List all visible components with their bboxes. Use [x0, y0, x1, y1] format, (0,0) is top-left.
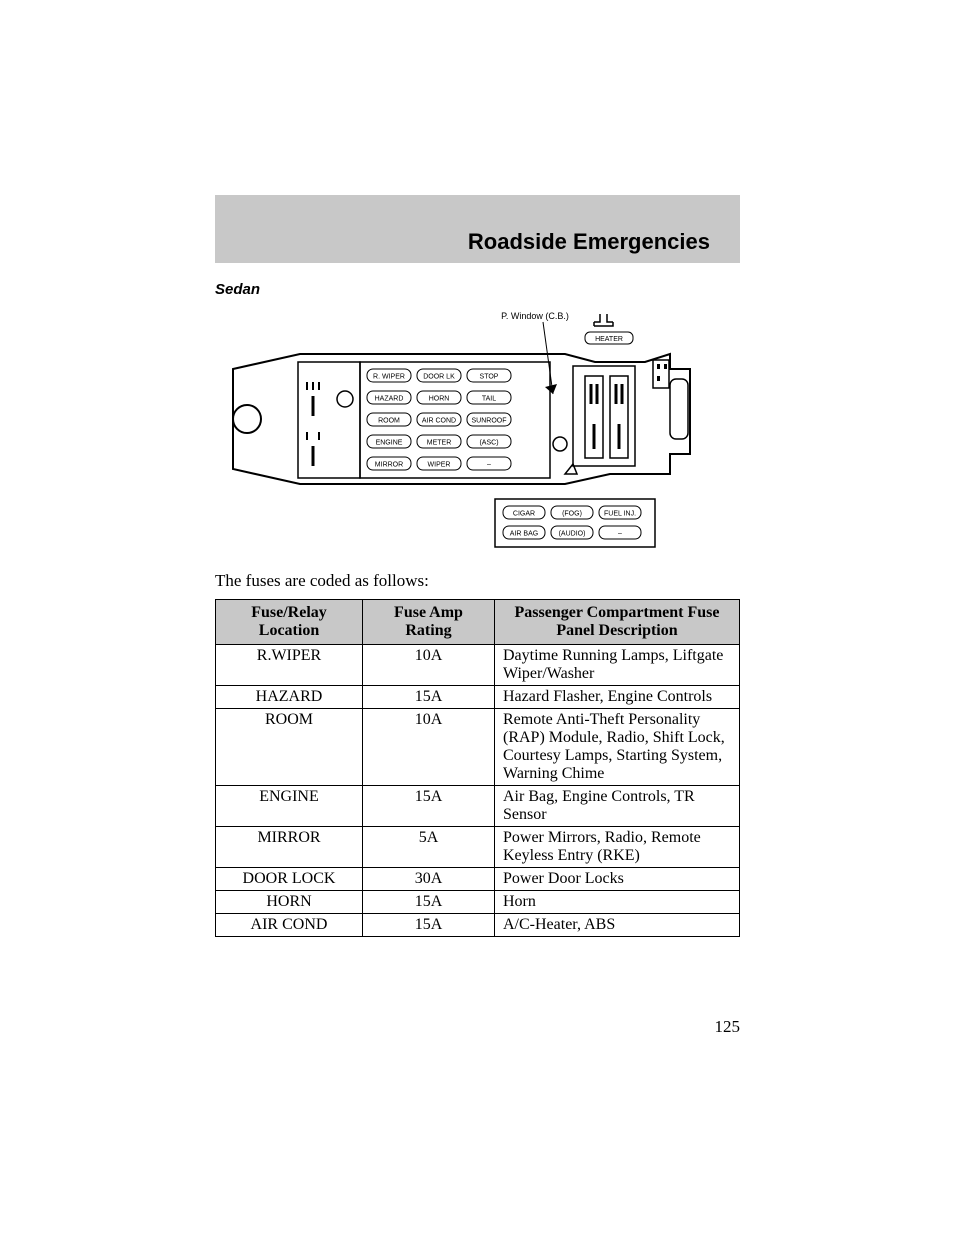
cell-rating: 10A: [363, 709, 495, 786]
col-header-text: Rating: [405, 622, 451, 639]
fuse-pill-label: FUEL INJ.: [604, 510, 636, 517]
table-row: DOOR LOCK30APower Door Locks: [216, 868, 740, 891]
model-subtitle: Sedan: [215, 281, 954, 298]
fuse-grid: R. WIPER DOOR LK STOP HAZARD HORN TAIL ROOM AIR…: [367, 369, 511, 470]
fuse-pill-label: ENGINE: [376, 439, 403, 446]
cell-description: Horn: [495, 891, 740, 914]
fuse-pill-label: –: [618, 530, 622, 537]
far-right-block: [653, 360, 669, 388]
col-header-text: Passenger Compartment Fuse: [514, 604, 719, 621]
right-connector-icon: [565, 366, 635, 474]
fuse-table: Fuse/Relay Location Fuse Amp Rating Pass…: [215, 599, 740, 937]
cell-description: Daytime Running Lamps, Liftgate Wiper/Wa…: [495, 645, 740, 686]
col-header-text: Fuse Amp: [394, 604, 463, 621]
col-header-description: Passenger Compartment Fuse Panel Descrip…: [495, 600, 740, 645]
cell-location: HORN: [216, 891, 363, 914]
col-header-rating: Fuse Amp Rating: [363, 600, 495, 645]
table-row: HORN15AHorn: [216, 891, 740, 914]
fuse-pill-label: AIR COND: [422, 417, 456, 424]
cell-rating: 30A: [363, 868, 495, 891]
cell-description: Power Door Locks: [495, 868, 740, 891]
fuse-pill-label: CIGAR: [513, 510, 535, 517]
table-row: ENGINE15AAir Bag, Engine Controls, TR Se…: [216, 786, 740, 827]
annotation-label: P. Window (C.B.): [501, 311, 569, 321]
fuse-pill-label: HAZARD: [375, 395, 404, 402]
cell-rating: 15A: [363, 686, 495, 709]
lower-fuse-grid: CIGAR (FOG) FUEL INJ. AIR BAG (AUDIO) –: [503, 506, 641, 539]
table-row: ROOM10ARemote Anti-Theft Personality (RA…: [216, 709, 740, 786]
fuse-pill-label: WIPER: [428, 461, 451, 468]
cell-description: Remote Anti-Theft Personality (RAP) Modu…: [495, 709, 740, 786]
header-bar: Roadside Emergencies: [215, 195, 740, 263]
fuse-pill-label: DOOR LK: [423, 373, 455, 380]
cell-rating: 15A: [363, 891, 495, 914]
cell-rating: 5A: [363, 827, 495, 868]
table-row: AIR COND15AA/C-Heater, ABS: [216, 914, 740, 937]
cell-location: ENGINE: [216, 786, 363, 827]
page-title: Roadside Emergencies: [468, 229, 710, 255]
fuse-pill-label: (ASC): [479, 439, 498, 446]
leader-line: [543, 322, 553, 394]
fuse-pill-label: TAIL: [482, 395, 496, 402]
page: Roadside Emergencies Sedan P. Window (C.…: [0, 195, 954, 1037]
fuse-pill-label: –: [487, 461, 491, 468]
col-header-text: Fuse/Relay: [251, 604, 327, 621]
fuse-pill-label: METER: [427, 439, 452, 446]
fuse-pill-label: ROOM: [378, 417, 400, 424]
fuse-pill-label: (AUDIO): [559, 530, 586, 537]
table-row: R.WIPER10ADaytime Running Lamps, Liftgat…: [216, 645, 740, 686]
top-bracket-icon: [594, 314, 613, 326]
page-number: 125: [0, 1017, 740, 1037]
fuse-pill-label: AIR BAG: [510, 530, 538, 537]
table-header-row: Fuse/Relay Location Fuse Amp Rating Pass…: [216, 600, 740, 645]
fuse-pill-label: (FOG): [562, 510, 582, 517]
fuse-pill-label: HORN: [429, 395, 450, 402]
cell-location: HAZARD: [216, 686, 363, 709]
leader-arrowhead: [545, 384, 557, 394]
fuse-pill-label: MIRROR: [375, 461, 403, 468]
fuse-pill-label: SUNROOF: [472, 417, 507, 424]
fuse-pill-label: R. WIPER: [373, 373, 405, 380]
left-fuse-marks: [307, 382, 319, 466]
cell-rating: 10A: [363, 645, 495, 686]
col-header-text: Location: [259, 622, 319, 639]
cell-description: Power Mirrors, Radio, Remote Keyless Ent…: [495, 827, 740, 868]
table-row: MIRROR5APower Mirrors, Radio, Remote Key…: [216, 827, 740, 868]
cell-description: Hazard Flasher, Engine Controls: [495, 686, 740, 709]
fuse-pill-label: STOP: [480, 373, 499, 380]
cell-description: A/C-Heater, ABS: [495, 914, 740, 937]
cell-location: MIRROR: [216, 827, 363, 868]
cell-location: DOOR LOCK: [216, 868, 363, 891]
cell-rating: 15A: [363, 914, 495, 937]
table-row: HAZARD15AHazard Flasher, Engine Controls: [216, 686, 740, 709]
cell-location: AIR COND: [216, 914, 363, 937]
table-caption: The fuses are coded as follows:: [215, 571, 954, 591]
cell-description: Air Bag, Engine Controls, TR Sensor: [495, 786, 740, 827]
cell-rating: 15A: [363, 786, 495, 827]
cell-location: R.WIPER: [216, 645, 363, 686]
fuse-panel-diagram: P. Window (C.B.) HEATER: [215, 304, 740, 559]
col-header-text: Panel Description: [556, 622, 677, 639]
heater-label: HEATER: [595, 336, 623, 343]
col-header-location: Fuse/Relay Location: [216, 600, 363, 645]
cell-location: ROOM: [216, 709, 363, 786]
